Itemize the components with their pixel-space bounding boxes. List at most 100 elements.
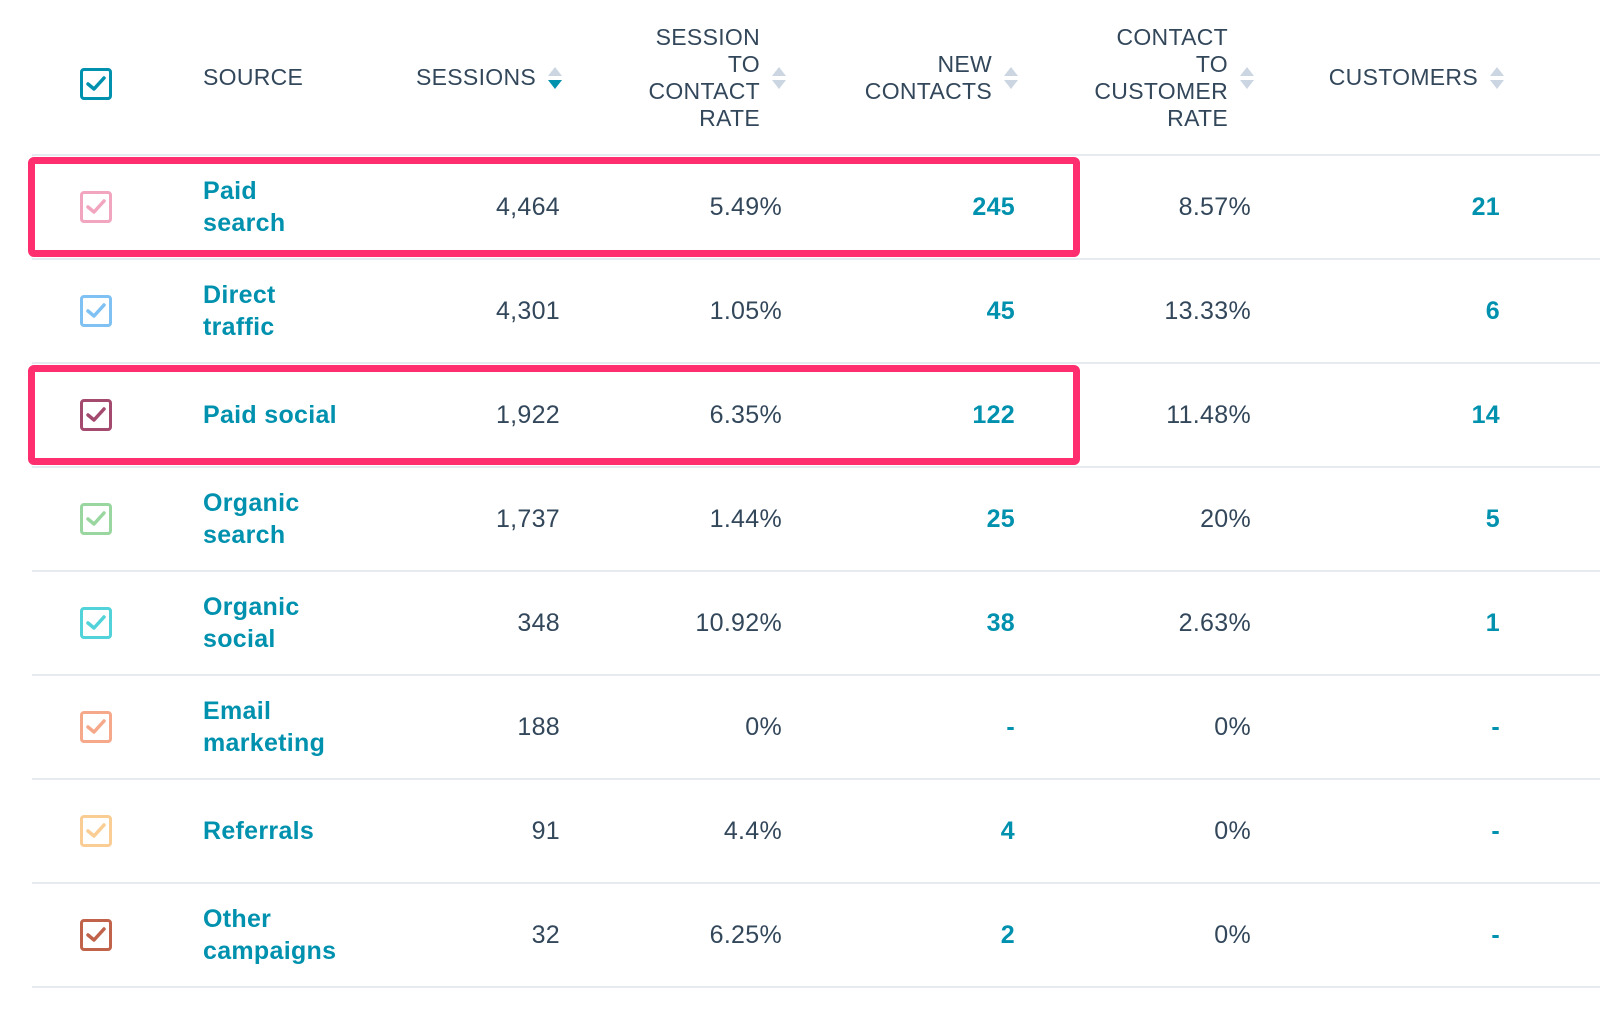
source-label: search [203,521,286,549]
session-to-contact-rate-value: 1.44% [709,505,782,533]
row-divider [32,570,1600,572]
sessions-value: 32 [531,921,560,949]
column-header-source[interactable]: SOURCE [203,0,363,155]
source-label: Organic [203,593,300,621]
row-divider [32,258,1600,260]
select-all-checkbox[interactable] [80,68,112,100]
row-divider [32,154,1600,156]
row-checkbox[interactable] [80,711,112,743]
sort-icon[interactable] [1004,66,1018,89]
column-header-new-contacts[interactable]: NEW CONTACTS [840,0,1018,155]
source-link[interactable]: Direct traffic [203,279,383,343]
check-icon [86,76,106,91]
source-link[interactable]: Other campaigns [203,903,383,967]
source-label: Direct [203,281,276,309]
source-label: Email [203,697,272,725]
check-icon [86,199,106,214]
row-checkbox[interactable] [80,607,112,639]
column-header-sessions-label: SESSIONS [416,64,536,90]
table-header: SOURCE SESSIONS SESSION TO CONTACT RATE … [0,0,1600,155]
contact-to-customer-rate-value: 2.63% [1178,609,1251,637]
customers-link[interactable]: - [1491,713,1500,741]
row-divider [32,882,1600,884]
column-header-customers[interactable]: CUSTOMERS [1320,0,1504,155]
row-divider [32,778,1600,780]
column-header-new-contacts-label: NEW CONTACTS [864,50,992,104]
source-link[interactable]: Email marketing [203,695,383,759]
column-header-source-label: SOURCE [203,64,304,90]
sessions-value: 1,922 [495,401,560,429]
check-icon [86,615,106,630]
session-to-contact-rate-value: 1.05% [709,297,782,325]
new-contacts-link[interactable]: 122 [972,401,1015,429]
sessions-value: 1,737 [495,505,560,533]
contact-to-customer-rate-value: 0% [1214,713,1251,741]
column-header-sessions[interactable]: SESSIONS [380,0,562,155]
sessions-value: 91 [531,817,560,845]
customers-link[interactable]: - [1491,921,1500,949]
source-label: Referrals [203,817,315,845]
row-checkbox[interactable] [80,399,112,431]
new-contacts-link[interactable]: 25 [986,505,1015,533]
contact-to-customer-rate-value: 8.57% [1178,193,1251,221]
source-label: Other [203,905,272,933]
sort-icon[interactable] [1240,66,1254,89]
column-header-session-to-contact-rate[interactable]: SESSION TO CONTACT RATE [600,0,786,155]
row-checkbox[interactable] [80,295,112,327]
column-header-stc-label: SESSION TO CONTACT RATE [648,23,760,131]
row-checkbox[interactable] [80,503,112,535]
row-checkbox[interactable] [80,815,112,847]
session-to-contact-rate-value: 0% [745,713,782,741]
highlight-box [28,157,1080,257]
customers-link[interactable]: - [1491,817,1500,845]
source-link[interactable]: Organic search [203,487,383,551]
sort-icon[interactable] [548,66,562,89]
customers-link[interactable]: 5 [1485,505,1500,533]
source-link[interactable]: Paid social [203,399,383,431]
new-contacts-link[interactable]: - [1006,713,1015,741]
source-link[interactable]: Referrals [203,815,383,847]
session-to-contact-rate-value: 6.25% [709,921,782,949]
check-icon [86,927,106,942]
check-icon [86,303,106,318]
row-divider [32,986,1600,988]
source-label: Paid social [203,401,337,429]
source-label: traffic [203,313,275,341]
contact-to-customer-rate-value: 0% [1214,817,1251,845]
row-divider [32,466,1600,468]
contact-to-customer-rate-value: 0% [1214,921,1251,949]
column-header-contact-to-customer-rate[interactable]: CONTACT TO CUSTOMER RATE [1080,0,1254,155]
source-link[interactable]: Paid search [203,175,383,239]
row-checkbox[interactable] [80,191,112,223]
customers-link[interactable]: 1 [1485,609,1500,637]
check-icon [86,719,106,734]
check-icon [86,823,106,838]
customers-link[interactable]: 14 [1471,401,1500,429]
new-contacts-link[interactable]: 2 [1000,921,1015,949]
new-contacts-link[interactable]: 245 [972,193,1015,221]
source-link[interactable]: Organic social [203,591,383,655]
customers-link[interactable]: 21 [1471,193,1500,221]
session-to-contact-rate-value: 4.4% [723,817,782,845]
column-header-ctc-label: CONTACT TO CUSTOMER RATE [1094,23,1228,131]
sessions-value: 348 [517,609,560,637]
session-to-contact-rate-value: 6.35% [709,401,782,429]
session-to-contact-rate-value: 5.49% [709,193,782,221]
check-icon [86,511,106,526]
sort-icon[interactable] [772,66,786,89]
source-label: marketing [203,729,326,757]
new-contacts-link[interactable]: 4 [1000,817,1015,845]
new-contacts-link[interactable]: 45 [986,297,1015,325]
row-checkbox[interactable] [80,919,112,951]
row-divider [32,362,1600,364]
new-contacts-link[interactable]: 38 [986,609,1015,637]
source-label: social [203,625,276,653]
sort-icon[interactable] [1490,66,1504,89]
source-label: Organic [203,489,300,517]
column-header-customers-label: CUSTOMERS [1328,64,1478,90]
sessions-value: 4,301 [495,297,560,325]
contact-to-customer-rate-value: 13.33% [1164,297,1251,325]
session-to-contact-rate-value: 10.92% [695,609,782,637]
sessions-value: 188 [517,713,560,741]
customers-link[interactable]: 6 [1485,297,1500,325]
